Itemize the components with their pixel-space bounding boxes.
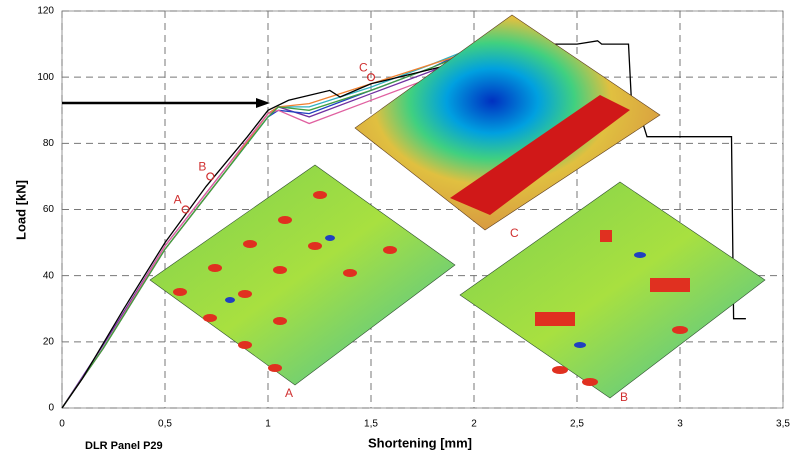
x-axis-title: Shortening [mm] (368, 435, 472, 450)
y-tick-label: 100 (37, 72, 54, 83)
fem-plot-b (459, 181, 766, 399)
y-tick-label: 120 (37, 6, 54, 17)
y-axis-title: Load [kN] (13, 180, 28, 240)
inset-label: B (620, 390, 628, 404)
annotation-point (206, 172, 215, 181)
x-tick-label: 0,5 (158, 419, 172, 430)
annotation-point (181, 205, 190, 214)
y-tick-label: 60 (43, 204, 55, 215)
x-tick-label: 2,5 (570, 419, 584, 430)
fem-red-zone (450, 95, 630, 215)
x-tick-label: 0 (59, 419, 65, 430)
annotation-label: B (198, 160, 206, 174)
arrow-head (256, 98, 270, 108)
fem-plot-c (354, 14, 661, 231)
x-tick-label: 3,5 (776, 419, 790, 430)
x-tick-label: 3 (677, 419, 683, 430)
annotation-label: A (174, 193, 182, 207)
x-tick-label: 2 (471, 419, 477, 430)
series-line (61, 50, 475, 409)
x-tick-label: 1,5 (364, 419, 378, 430)
y-tick-label: 20 (43, 336, 55, 347)
y-tick-label: 40 (43, 270, 55, 281)
inset-label: C (510, 226, 519, 240)
y-tick-label: 80 (43, 138, 55, 149)
fem-spots (173, 191, 690, 386)
inset-label: A (285, 386, 293, 400)
y-tick-label: 0 (48, 403, 54, 414)
fem-plot-a (149, 164, 456, 386)
fem-blue-spots (225, 235, 646, 348)
annotation-label: C (359, 60, 368, 74)
x-tick-label: 1 (265, 419, 271, 430)
footer: DLR Panel P29 (85, 440, 163, 452)
annotation-point (366, 73, 376, 82)
fem-insets (149, 14, 766, 399)
